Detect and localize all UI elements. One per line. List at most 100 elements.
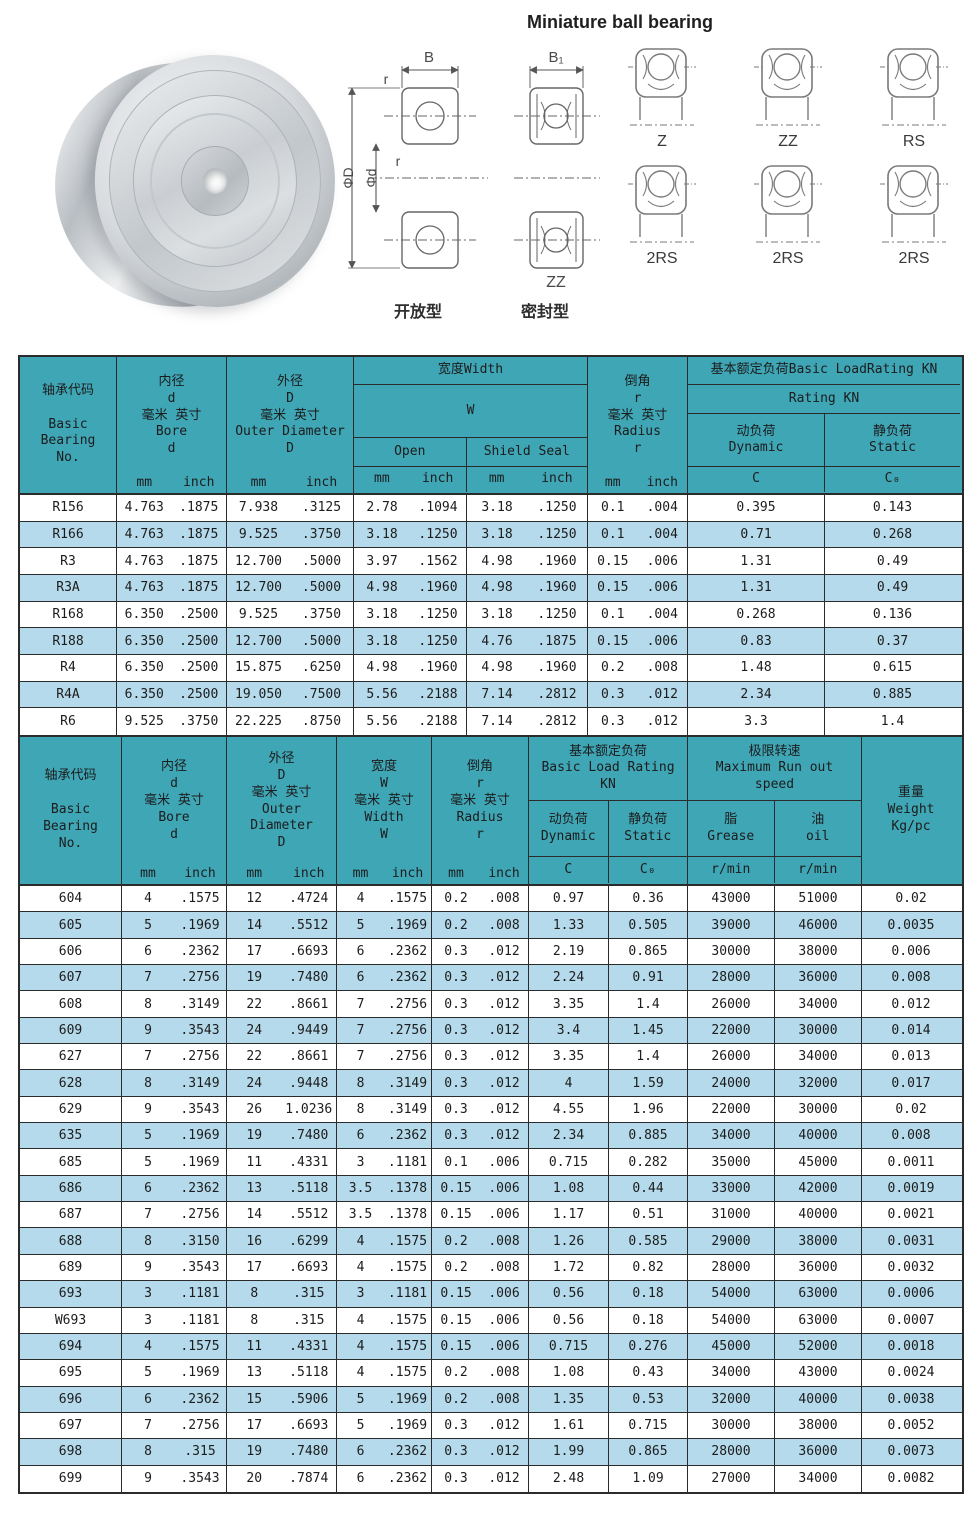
unit-inch: inch xyxy=(421,471,454,487)
cell: 0.3.012 xyxy=(588,681,688,708)
r-series-table-header: 轴承代码 Basic Bearing No. 内径 d 毫米 英寸 Bore d… xyxy=(20,357,962,495)
type-label: 2RS xyxy=(646,250,678,267)
cell: 32000 xyxy=(775,1070,862,1096)
cell: 34000 xyxy=(688,1123,775,1149)
unit-inch: inch xyxy=(293,866,325,881)
cell: R3 xyxy=(20,548,117,574)
dim-phi-inner-label: Φd xyxy=(363,169,379,188)
cell: 6.2362 xyxy=(337,1465,432,1492)
r-series-table-body: R156 4.763.1875 7.938.3125 2.78.1094 3.18.12… xyxy=(20,495,962,735)
cell: 1.08 xyxy=(529,1360,609,1386)
cell: 7.2756 xyxy=(122,1412,227,1439)
table-row: 696 6.2362 15.5906 5.1969 0.2.008 1.35 0.53 320… xyxy=(20,1386,962,1413)
cell: 4.763.1875 xyxy=(117,521,227,548)
cell: 6.2362 xyxy=(122,938,227,965)
type-item-2rs-1: 2RS xyxy=(626,163,698,268)
type-label: 2RS xyxy=(772,250,804,267)
header-load-title: 基本额定负荷Basic LoadRating KN xyxy=(710,362,938,378)
cell: 0.008 xyxy=(891,970,931,986)
cell: 0.395 xyxy=(688,495,825,521)
cell: 4.76.1875 xyxy=(467,628,588,654)
cell: 15.875.6250 xyxy=(227,654,354,681)
table-row: R4A 6.350.2500 19.050.7500 5.56.2188 7.14.28… xyxy=(20,681,962,709)
cell: 7.2756 xyxy=(337,991,432,1017)
cell: 9.3543 xyxy=(122,1254,227,1281)
dim-b1-label: B₁ xyxy=(548,50,563,66)
cell: 606 xyxy=(20,938,122,965)
unit-inch: inch xyxy=(488,866,520,881)
cell: 0.49 xyxy=(876,580,909,596)
cell: 0.885 xyxy=(609,1123,688,1149)
header-load-title: 基本额定负荷 Basic Load Rating KN xyxy=(541,744,675,792)
cell: 0.715 xyxy=(529,1149,609,1175)
cell: R6 xyxy=(20,708,117,735)
header-open-units: mm inch xyxy=(354,467,467,492)
cell: 7.2756 xyxy=(337,1044,432,1070)
cell: 36000 xyxy=(775,965,862,991)
table-row: 604 4.1575 12.4724 4.1575 0.2.008 0.97 0.36 430… xyxy=(20,886,962,913)
cell: 4.763.1875 xyxy=(117,495,227,521)
cell: 0.2.008 xyxy=(432,912,529,938)
cell: 0.37 xyxy=(876,633,909,649)
cell: 0.0032 xyxy=(887,1259,935,1275)
r-series-table: 轴承代码 Basic Bearing No. 内径 d 毫米 英寸 Bore d… xyxy=(18,355,964,737)
cell: 0.15.006 xyxy=(432,1202,529,1228)
cell: 4.98.1960 xyxy=(354,574,467,601)
table-row: 697 7.2756 17.6693 5.1969 0.3.012 1.61 0.715 30… xyxy=(20,1412,962,1440)
cell: 4.98.1960 xyxy=(467,548,588,574)
cell: 24000 xyxy=(688,1070,775,1096)
cell: 0.0073 xyxy=(887,1444,935,1460)
col-bore: 内径 d 毫米 英寸 Bore d mm inch xyxy=(122,737,227,884)
cell: 35000 xyxy=(688,1149,775,1175)
cell: 30000 xyxy=(775,1017,862,1044)
cell: 0.49 xyxy=(876,553,909,569)
cell: 0.013 xyxy=(891,1049,931,1065)
cell: 26000 xyxy=(688,1044,775,1070)
cell: 38000 xyxy=(775,938,862,965)
header-oil: 油 oil xyxy=(806,812,830,844)
cell: 1.48 xyxy=(688,654,825,681)
cell: 0.15.006 xyxy=(432,1281,529,1307)
cell: 3.18.1250 xyxy=(354,521,467,548)
cell: W693 xyxy=(20,1307,122,1333)
cell: 6.350.2500 xyxy=(117,654,227,681)
cell: 46000 xyxy=(775,912,862,938)
table-row: 608 8.3149 22.8661 7.2756 0.3.012 3.35 1.4 2600… xyxy=(20,991,962,1018)
cell: 8.315 xyxy=(122,1439,227,1465)
table-row: R156 4.763.1875 7.938.3125 2.78.1094 3.18.12… xyxy=(20,495,962,522)
cell: 3.3 xyxy=(688,708,825,735)
header-width: 宽度 W 毫米 英寸 Width W xyxy=(354,759,414,842)
cell: 0.0035 xyxy=(887,917,935,933)
cell: R166 xyxy=(20,521,117,548)
cell: 0.82 xyxy=(609,1254,688,1281)
cell: 4.98.1960 xyxy=(467,574,588,601)
cell: 0.1.004 xyxy=(588,521,688,548)
cell: 6.2362 xyxy=(337,1439,432,1465)
cell: 3.35 xyxy=(529,1044,609,1070)
cell: 0.0031 xyxy=(887,1233,935,1249)
cell: 0.865 xyxy=(609,1439,688,1465)
cell: 689 xyxy=(20,1254,122,1281)
cell: 6.350.2500 xyxy=(117,601,227,628)
cell: 14.5512 xyxy=(227,1202,337,1228)
cell: 24.9448 xyxy=(227,1070,337,1096)
cell: 32000 xyxy=(688,1386,775,1412)
cell: 0.1.006 xyxy=(432,1149,529,1175)
cell: 0.3.012 xyxy=(432,1017,529,1044)
cell: 0.885 xyxy=(872,686,913,702)
cell: 3.18.1250 xyxy=(354,601,467,628)
col-width: 宽度 W 毫米 英寸 Width W mm inch xyxy=(337,737,432,884)
cell: 1.61 xyxy=(529,1412,609,1439)
col-max-speed-group: 极限转速 Maximum Run out speed 脂 Grease 油 oi… xyxy=(688,737,862,884)
header-outer: 外径 D 毫米 英寸 Outer Diameter D xyxy=(250,750,313,851)
cell: 0.3.012 xyxy=(432,965,529,991)
table-row: 688 8.3150 16.6299 4.1575 0.2.008 1.26 0.585 29… xyxy=(20,1228,962,1255)
header-outer: 外径 D 毫米 英寸 Outer Diameter D xyxy=(235,373,345,457)
cell: 0.0011 xyxy=(887,1154,935,1170)
sealed-type-caption: 密封型 xyxy=(521,304,570,321)
header-width-sym: W xyxy=(466,402,475,418)
cell: 5.1969 xyxy=(122,1149,227,1175)
cell: 1.99 xyxy=(529,1439,609,1465)
metric-series-table-header: 轴承代码 Basic Bearing No. 内径 d 毫米 英寸 Bore d… xyxy=(20,737,962,886)
cell: R4A xyxy=(20,681,117,708)
